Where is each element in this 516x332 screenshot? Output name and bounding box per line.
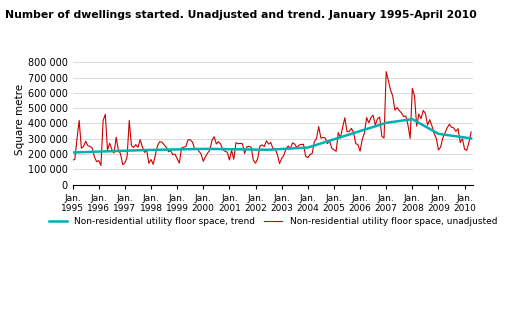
Y-axis label: Square metre: Square metre xyxy=(15,84,25,155)
Non-residential utility floor space, unadjusted xyxy=(461,147,467,151)
Non-residential utility floor space, unadjusted xyxy=(254,156,261,160)
Non-residential utility floor space, trend xyxy=(70,150,76,154)
Non-residential utility floor space, trend xyxy=(459,135,465,139)
Non-residential utility floor space, trend xyxy=(252,147,259,151)
Non-residential utility floor space, unadjusted xyxy=(70,158,76,162)
Non-residential utility floor space, unadjusted xyxy=(468,130,474,134)
Non-residential utility floor space, trend xyxy=(464,136,470,140)
Non-residential utility floor space, unadjusted xyxy=(74,137,80,141)
Non-residential utility floor space, trend xyxy=(74,150,80,154)
Non-residential utility floor space, trend xyxy=(409,117,415,121)
Non-residential utility floor space, unadjusted xyxy=(383,70,389,74)
Non-residential utility floor space, unadjusted xyxy=(466,140,472,144)
Non-residential utility floor space, unadjusted xyxy=(227,158,233,162)
Text: Number of dwellings started. Unadjusted and trend. January 1995-April 2010: Number of dwellings started. Unadjusted … xyxy=(5,10,477,20)
Line: Non-residential utility floor space, unadjusted: Non-residential utility floor space, una… xyxy=(73,72,471,165)
Legend: Non-residential utility floor space, trend, Non-residential utility floor space,: Non-residential utility floor space, tre… xyxy=(45,213,501,229)
Non-residential utility floor space, unadjusted xyxy=(207,148,213,152)
Non-residential utility floor space, unadjusted xyxy=(98,163,104,167)
Non-residential utility floor space, trend xyxy=(468,136,474,140)
Non-residential utility floor space, trend xyxy=(224,147,230,151)
Line: Non-residential utility floor space, trend: Non-residential utility floor space, tre… xyxy=(73,119,471,152)
Non-residential utility floor space, trend xyxy=(204,147,211,151)
